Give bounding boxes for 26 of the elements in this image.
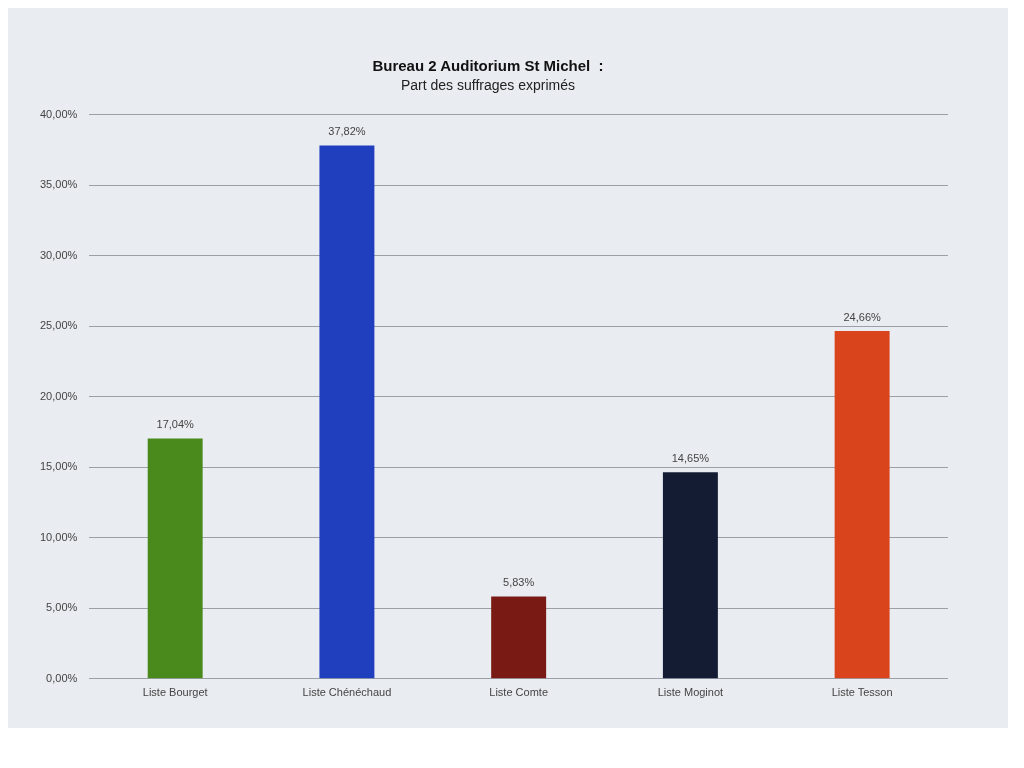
y-tick-label: 35,00%	[40, 178, 78, 191]
y-tick-label: 5,00%	[46, 601, 78, 614]
bar	[834, 331, 890, 679]
x-tick-label: Liste Bourget	[142, 686, 208, 699]
y-tick-label: 0,00%	[46, 671, 78, 684]
y-tick-label: 15,00%	[40, 460, 78, 473]
chart-subtitle: Part des suffrages exprimés	[400, 77, 576, 94]
y-tick-label: 10,00%	[40, 530, 78, 543]
data-label: 14,65%	[671, 451, 710, 464]
bar	[147, 438, 203, 679]
x-tick-label: Liste Moginot	[657, 686, 724, 699]
y-tick-label: 20,00%	[40, 389, 78, 402]
data-label: 24,66%	[843, 310, 881, 323]
y-tick-label: 40,00%	[40, 107, 78, 120]
y-tick-label: 30,00%	[40, 248, 78, 261]
x-tick-label: Liste Chénéchaud	[302, 686, 392, 699]
y-tick-label: 25,00%	[40, 319, 78, 332]
bar	[491, 596, 547, 679]
x-tick-label: Liste Tesson	[831, 686, 893, 699]
data-label: 5,83%	[503, 576, 535, 589]
bar	[662, 472, 718, 679]
chart-title: Bureau 2 Auditorium St Michel :	[372, 57, 604, 75]
data-label: 17,04%	[156, 418, 195, 431]
bar	[319, 145, 375, 679]
x-tick-label: Liste Comte	[489, 686, 549, 699]
data-label: 37,82%	[328, 125, 366, 138]
